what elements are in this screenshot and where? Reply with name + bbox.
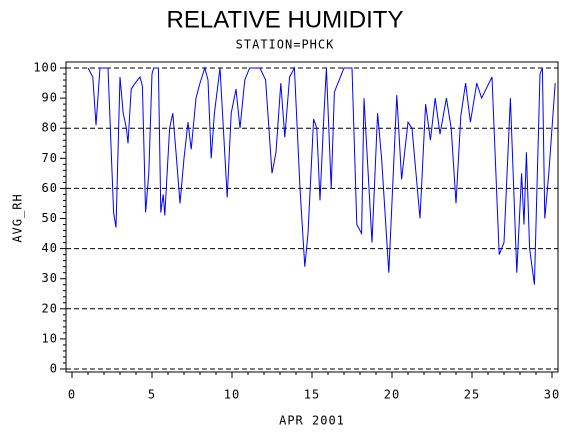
- y-axis-label: AVG_RH: [11, 193, 25, 242]
- y-tick-label: 0: [50, 362, 58, 376]
- x-tick-label: 5: [148, 388, 156, 402]
- y-tick-label: 30: [42, 271, 58, 285]
- x-tick-label: 25: [464, 388, 480, 402]
- y-tick-label: 100: [33, 61, 58, 75]
- y-tick-label: 40: [42, 241, 58, 255]
- plot-frame: [65, 61, 559, 373]
- x-tick-label: 10: [224, 388, 240, 402]
- data-line: [87, 66, 556, 285]
- x-axis-label: APR 2001: [279, 414, 345, 428]
- y-tick-label: 70: [42, 151, 58, 165]
- x-tick-label: 20: [384, 388, 400, 402]
- y-tick-label: 60: [42, 181, 58, 195]
- x-tick-label: 30: [544, 388, 560, 402]
- x-tick-label: 15: [304, 388, 320, 402]
- y-tick-label: 50: [42, 211, 58, 225]
- y-tick-label: 90: [42, 91, 58, 105]
- chart-title: RELATIVE HUMIDITY: [167, 6, 404, 33]
- chart-subtitle: STATION=PHCK: [236, 38, 335, 52]
- y-tick-label: 20: [42, 301, 58, 315]
- y-tick-label: 10: [42, 331, 58, 345]
- x-tick-label: 0: [68, 388, 76, 402]
- y-tick-label: 80: [42, 121, 58, 135]
